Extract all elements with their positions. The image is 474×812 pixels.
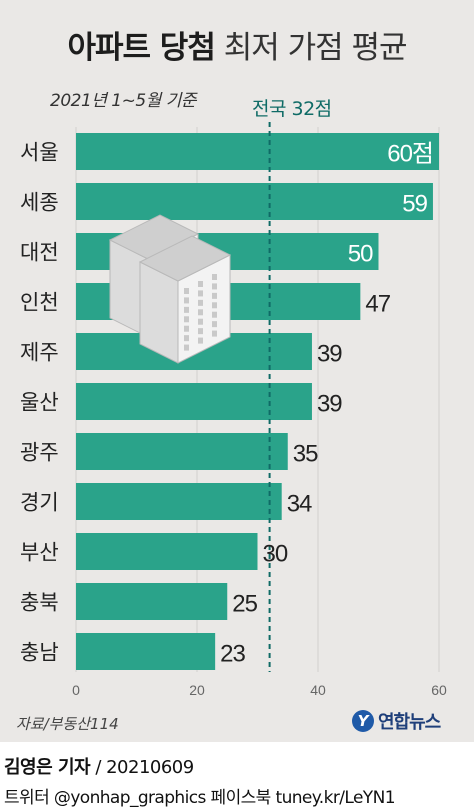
- building-window: [198, 290, 203, 297]
- value-label: 35: [293, 441, 318, 468]
- value-label: 39: [317, 391, 342, 418]
- title-bold: 아파트 당첨: [67, 30, 215, 66]
- value-label: 60점: [387, 141, 433, 168]
- social-links: 트위터 @yonhap_graphics 페이스북 tuney.kr/LeYN1: [4, 788, 396, 808]
- apartment-building-illustration: [108, 214, 232, 364]
- category-label: 충남: [20, 641, 59, 665]
- category-label: 제주: [20, 341, 59, 365]
- category-label: 세종: [20, 191, 59, 215]
- building-window: [184, 306, 189, 313]
- building-window: [184, 335, 189, 342]
- building-window: [212, 292, 217, 299]
- category-label: 서울: [20, 141, 59, 165]
- building-window: [212, 321, 217, 328]
- x-tick-label: 60: [431, 682, 447, 698]
- category-label: 충북: [20, 591, 59, 615]
- bar: [76, 633, 216, 670]
- value-label: 30: [263, 541, 288, 568]
- publish-date: / 20210609: [95, 757, 194, 778]
- logo-mark-icon: Y: [352, 710, 374, 732]
- building-window: [212, 274, 217, 280]
- building-roof: [138, 235, 232, 282]
- logo-text: 연합뉴스: [378, 712, 441, 733]
- bar: [76, 533, 258, 570]
- value-label: 39: [317, 341, 342, 368]
- x-tick-label: 40: [310, 682, 326, 698]
- building-window: [198, 337, 203, 344]
- bar: [76, 583, 228, 620]
- bar: [76, 433, 288, 470]
- bar: [76, 133, 439, 170]
- building-window: [184, 344, 189, 351]
- reporter-name: 김영은 기자: [4, 757, 91, 778]
- category-label: 광주: [20, 441, 59, 465]
- yonhap-logo: Y 연합뉴스: [352, 706, 441, 736]
- value-label: 25: [232, 591, 257, 618]
- building-window: [212, 283, 217, 290]
- byline: 김영은 기자 / 20210609: [4, 753, 194, 779]
- category-label: 경기: [20, 491, 59, 515]
- building-window: [184, 288, 189, 294]
- category-label: 부산: [20, 541, 59, 565]
- building-window: [198, 318, 203, 325]
- value-label: 34: [287, 491, 312, 518]
- building-roof: [108, 214, 200, 260]
- building-window: [212, 311, 217, 318]
- category-label: 대전: [20, 241, 59, 265]
- building-window: [198, 309, 203, 316]
- chart-title: 아파트 당첨 최저 가점 평균: [0, 22, 474, 67]
- source-note: 자료/부동산114: [16, 715, 119, 733]
- category-label: 인천: [20, 291, 59, 315]
- building-window: [184, 316, 189, 323]
- reference-line-label: 전국 32점: [252, 98, 332, 120]
- x-tick-label: 20: [189, 682, 205, 698]
- title-light: 최저 가점 평균: [223, 30, 408, 66]
- building-window: [212, 330, 217, 337]
- category-label: 울산: [20, 391, 59, 415]
- bar: [76, 483, 282, 520]
- value-label: 50: [348, 241, 373, 268]
- building-window: [184, 325, 189, 332]
- building-window: [212, 302, 217, 309]
- bar: [76, 383, 312, 420]
- value-label: 23: [220, 641, 245, 668]
- chart-subtitle: 2021년 1~5월 기준: [50, 91, 197, 111]
- x-tick-label: 0: [72, 682, 80, 698]
- building-window: [184, 297, 189, 304]
- value-label: 47: [365, 291, 390, 318]
- building-window: [198, 281, 203, 287]
- building-window: [198, 328, 203, 335]
- bar: [76, 183, 433, 220]
- value-label: 59: [402, 191, 427, 218]
- building-window: [198, 299, 203, 306]
